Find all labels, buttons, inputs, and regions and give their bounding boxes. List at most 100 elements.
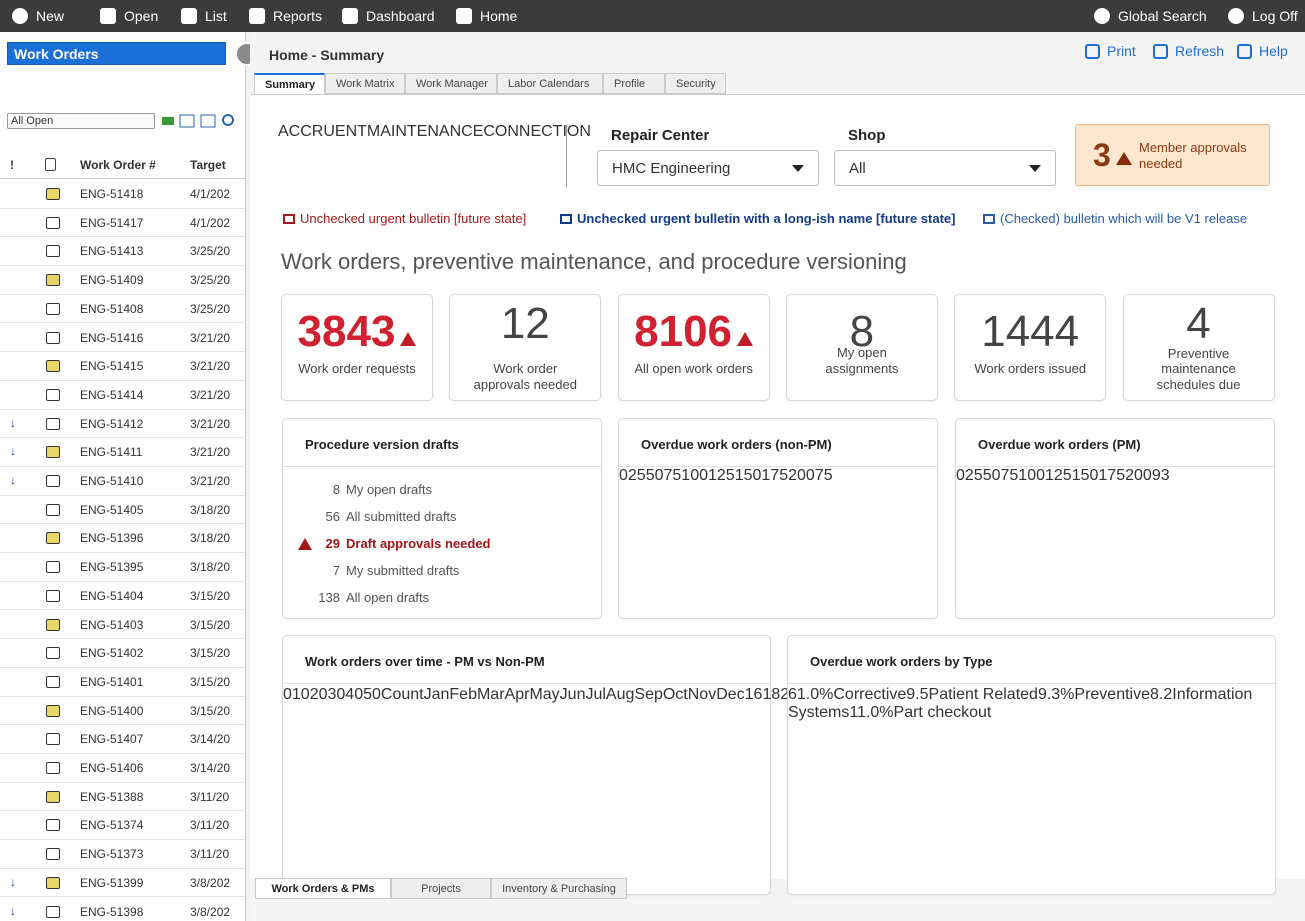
slice-category-label[interactable]: Patient Related xyxy=(929,686,1038,703)
kpi-card[interactable]: 4Preventive maintenance schedules due xyxy=(1123,294,1275,401)
header-action[interactable]: Print xyxy=(1085,43,1136,59)
kpi-card[interactable]: 1444Work orders issued xyxy=(954,294,1106,401)
list-row[interactable]: ENG-513963/18/20 xyxy=(0,524,246,553)
list-row[interactable]: ↓ENG-513983/8/202 xyxy=(0,898,246,921)
list-row[interactable]: ENG-514143/21/20 xyxy=(0,381,246,410)
slice-category-label[interactable]: Part checkout xyxy=(894,704,992,721)
tab[interactable]: Security xyxy=(665,73,726,94)
gauge-panel: Overdue work orders (PM)0255075100125150… xyxy=(955,418,1275,619)
list-row[interactable]: ENG-513733/11/20 xyxy=(0,840,246,869)
target-date: 3/15/20 xyxy=(190,589,230,603)
list-row[interactable]: ENG-514184/1/202 xyxy=(0,180,246,209)
gauge-tick-label: 25 xyxy=(628,467,646,484)
bottom-tab[interactable]: Projects xyxy=(391,878,491,899)
line-chart-panel: Work orders over time - PM vs Non-PM0102… xyxy=(282,635,771,895)
toolbar-item[interactable]: List xyxy=(181,8,227,24)
list-row[interactable]: ENG-514174/1/202 xyxy=(0,209,246,238)
target-date: 3/8/202 xyxy=(190,876,230,890)
list-row[interactable]: ↓ENG-514113/21/20 xyxy=(0,438,246,467)
header-action[interactable]: Help xyxy=(1237,43,1288,59)
list-row[interactable]: ENG-513953/18/20 xyxy=(0,553,246,582)
clipboard-icon xyxy=(45,158,56,171)
target-date: 3/25/20 xyxy=(190,244,230,258)
draft-label[interactable]: All open drafts xyxy=(346,590,429,605)
filter-select[interactable]: All Open xyxy=(7,113,155,129)
slice-category-label[interactable]: Preventive xyxy=(1074,686,1150,703)
x-tick-label: Sep xyxy=(634,686,662,703)
kpi-card[interactable]: 3843Work order requests xyxy=(281,294,433,401)
action-icon xyxy=(1085,44,1100,59)
bulletin[interactable]: (Checked) bulletin which will be V1 rele… xyxy=(983,211,1247,226)
column-header: ! xyxy=(10,158,14,172)
bulletin[interactable]: Unchecked urgent bulletin with a long-is… xyxy=(560,211,955,226)
filter-select[interactable]: HMC Engineering xyxy=(597,150,819,186)
toolbar-item[interactable]: Dashboard xyxy=(342,8,435,24)
toolbar-item[interactable]: Home xyxy=(456,8,517,24)
list-row[interactable]: ENG-514023/15/20 xyxy=(0,639,246,668)
list-row[interactable]: ENG-514013/15/20 xyxy=(0,668,246,697)
gauge-tick-label: 25 xyxy=(965,467,983,484)
toolbar-label: Dashboard xyxy=(366,8,435,24)
work-order-id: ENG-51401 xyxy=(80,675,143,689)
work-order-id: ENG-51416 xyxy=(80,331,143,345)
priority-flag: ↓ xyxy=(10,444,16,458)
slice-category-label[interactable]: Corrective xyxy=(833,686,906,703)
list-row[interactable]: ↓ENG-514123/21/20 xyxy=(0,410,246,439)
x-tick-label: Nov xyxy=(688,686,716,703)
list-row[interactable]: ENG-514073/14/20 xyxy=(0,725,246,754)
list-header: !Work Order #Target xyxy=(0,150,246,179)
list-row[interactable]: ENG-514153/21/20 xyxy=(0,352,246,381)
list-row[interactable]: ENG-514163/21/20 xyxy=(0,324,246,353)
gauge-tick-label: 175 xyxy=(761,467,788,484)
list-row[interactable]: ↓ENG-514103/21/20 xyxy=(0,467,246,496)
logo-line1: MAINTENANCE xyxy=(367,123,483,140)
list-row[interactable]: ENG-514063/14/20 xyxy=(0,754,246,783)
module-select[interactable]: Work Orders xyxy=(7,42,226,65)
bulletin[interactable]: Unchecked urgent bulletin [future state] xyxy=(283,211,526,226)
row-icon xyxy=(46,848,60,860)
kpi-card[interactable]: 8My open assignments xyxy=(786,294,938,401)
work-order-list: !Work Order #TargetENG-514184/1/202ENG-5… xyxy=(0,150,246,921)
draft-label[interactable]: My open drafts xyxy=(346,482,432,497)
filter-label: Repair Center xyxy=(611,127,709,144)
list-row[interactable]: ENG-514033/15/20 xyxy=(0,611,246,640)
toolbar-item[interactable]: Reports xyxy=(249,8,322,24)
work-order-id: ENG-51413 xyxy=(80,244,143,258)
toolbar-item[interactable]: Global Search xyxy=(1094,8,1207,24)
kpi-value-row: 3843 xyxy=(282,307,432,357)
list-row[interactable]: ENG-514053/18/20 xyxy=(0,496,246,525)
list-row[interactable]: ENG-513743/11/20 xyxy=(0,811,246,840)
list-row[interactable]: ENG-514093/25/20 xyxy=(0,266,246,295)
header-action[interactable]: Refresh xyxy=(1153,43,1224,59)
gauge-tick-label: 0 xyxy=(956,467,965,484)
list-row[interactable]: ENG-514003/15/20 xyxy=(0,697,246,726)
toolbar-item[interactable]: Open xyxy=(100,8,158,24)
list-row[interactable]: ENG-514043/15/20 xyxy=(0,582,246,611)
list-row[interactable]: ↓ENG-513993/8/202 xyxy=(0,869,246,898)
draft-label[interactable]: Draft approvals needed xyxy=(346,536,491,551)
tab[interactable]: Work Matrix xyxy=(325,73,405,94)
work-order-id: ENG-51412 xyxy=(80,417,143,431)
toolbar-item[interactable]: New xyxy=(12,8,64,24)
bottom-tab[interactable]: Work Orders & PMs xyxy=(255,878,391,899)
kpi-card[interactable]: 8106All open work orders xyxy=(618,294,770,401)
list-row[interactable]: ENG-514083/25/20 xyxy=(0,295,246,324)
tab[interactable]: Summary xyxy=(254,73,325,94)
kpi-card[interactable]: 12Work order approvals needed xyxy=(449,294,601,401)
toolbar-icon xyxy=(100,8,116,24)
tab[interactable]: Profile xyxy=(603,73,665,94)
list-row[interactable]: ENG-51413 3/25/20 xyxy=(0,237,246,266)
target-date: 3/8/202 xyxy=(190,905,230,919)
filter-select[interactable]: All xyxy=(834,150,1056,186)
draft-label[interactable]: All submitted drafts xyxy=(346,509,457,524)
tab[interactable]: Work Manager xyxy=(405,73,497,94)
list-row[interactable]: ENG-513883/11/20 xyxy=(0,783,246,812)
bottom-tab[interactable]: Inventory & Purchasing xyxy=(491,878,627,899)
toolbar-item[interactable]: Log Off xyxy=(1228,8,1298,24)
tab[interactable]: Labor Calendars xyxy=(497,73,603,94)
draft-label[interactable]: My submitted drafts xyxy=(346,563,459,578)
alert-box[interactable]: 3Member approvals needed xyxy=(1075,124,1270,186)
row-icon xyxy=(46,389,60,401)
bulletin-icon xyxy=(283,214,295,224)
gauge-tick-label: 0 xyxy=(619,467,628,484)
